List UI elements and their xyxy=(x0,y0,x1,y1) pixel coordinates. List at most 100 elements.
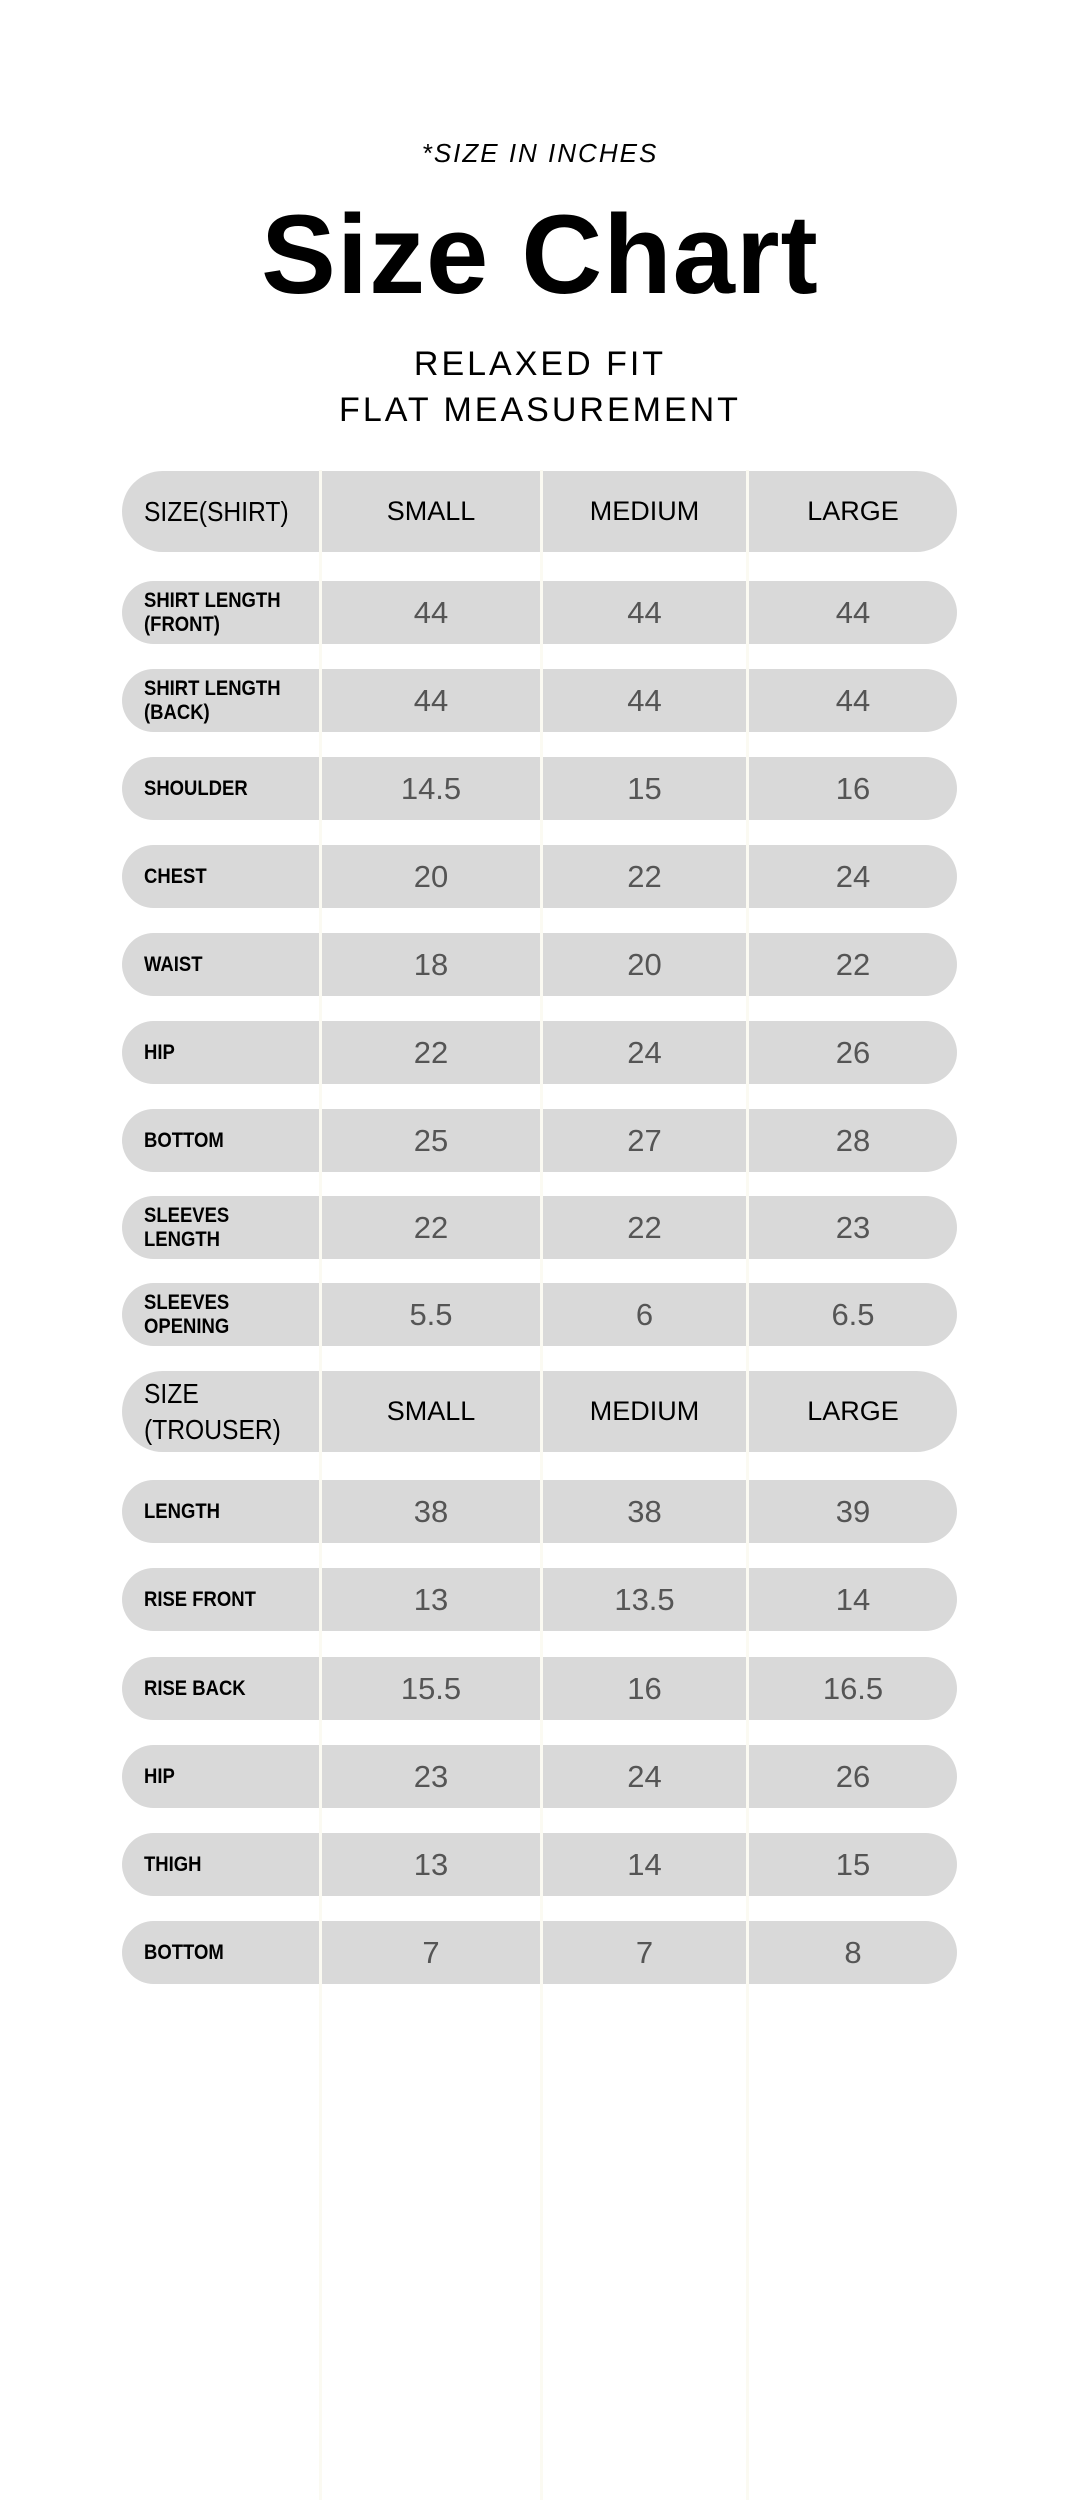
measurement-value: 26 xyxy=(749,1745,957,1808)
measurement-label: RISE FRONT xyxy=(144,1587,256,1611)
measurement-value: 16.5 xyxy=(749,1657,957,1720)
measurement-label-cell: SLEEVES LENGTH xyxy=(122,1196,319,1259)
units-note: *SIZE IN INCHES xyxy=(421,138,659,168)
measurement-label-cell: SHOULDER xyxy=(122,757,319,820)
column-divider xyxy=(746,470,749,2500)
shirt-table-row: HIP 22 24 26 xyxy=(122,1021,957,1084)
measurement-value: 44 xyxy=(749,581,957,644)
header-size-cell: SIZE(SHIRT) xyxy=(122,471,319,552)
measurement-label: SHOULDER xyxy=(144,776,248,800)
trouser-table-row: BOTTOM 7 7 8 xyxy=(122,1921,957,1984)
measurement-subtitle: FLAT MEASUREMENT xyxy=(339,391,741,429)
measurement-label-cell: HIP xyxy=(122,1745,319,1808)
measurement-label: CHEST xyxy=(144,864,207,888)
measurement-value: 44 xyxy=(322,669,540,732)
measurement-value: 6 xyxy=(543,1283,746,1346)
page-title: Size Chart xyxy=(261,192,819,317)
measurement-value: 22 xyxy=(543,1196,746,1259)
measurement-value: 24 xyxy=(543,1745,746,1808)
measurement-value: 44 xyxy=(749,669,957,732)
measurement-value: 14 xyxy=(543,1833,746,1896)
measurement-label: SLEEVES OPENING xyxy=(144,1290,230,1338)
measurement-value: 23 xyxy=(749,1196,957,1259)
measurement-value: 7 xyxy=(543,1921,746,1984)
shirt-header-row: SIZE(SHIRT) SMALL MEDIUM LARGE xyxy=(122,471,957,552)
shirt-table-row: SHOULDER 14.5 15 16 xyxy=(122,757,957,820)
trouser-table-row: THIGH 13 14 15 xyxy=(122,1833,957,1896)
measurement-label-cell: RISE FRONT xyxy=(122,1568,319,1631)
measurement-label-cell: CHEST xyxy=(122,845,319,908)
measurement-value: 24 xyxy=(749,845,957,908)
measurement-value: 22 xyxy=(749,933,957,996)
measurement-label: WAIST xyxy=(144,952,203,976)
measurement-value: 22 xyxy=(322,1196,540,1259)
shirt-table-row: WAIST 18 20 22 xyxy=(122,933,957,996)
measurement-value: 18 xyxy=(322,933,540,996)
measurement-value: 22 xyxy=(543,845,746,908)
size-column-header: MEDIUM xyxy=(543,471,746,552)
measurement-value: 23 xyxy=(322,1745,540,1808)
measurement-value: 44 xyxy=(543,669,746,732)
measurement-value: 8 xyxy=(749,1921,957,1984)
measurement-value: 16 xyxy=(749,757,957,820)
trouser-table-row: RISE FRONT 13 13.5 14 xyxy=(122,1568,957,1631)
size-column-header: SMALL xyxy=(322,471,540,552)
shirt-table-row: SLEEVES LENGTH 22 22 23 xyxy=(122,1196,957,1259)
measurement-label: LENGTH xyxy=(144,1499,220,1523)
measurement-label-cell: WAIST xyxy=(122,933,319,996)
size-column-header: LARGE xyxy=(749,1371,957,1452)
fit-subtitle: RELAXED FIT xyxy=(413,345,667,383)
measurement-value: 6.5 xyxy=(749,1283,957,1346)
measurement-value: 14 xyxy=(749,1568,957,1631)
measurement-value: 13 xyxy=(322,1833,540,1896)
trouser-header-row: SIZE (TROUSER) SMALL MEDIUM LARGE xyxy=(122,1371,957,1452)
measurement-label-cell: THIGH xyxy=(122,1833,319,1896)
measurement-label: HIP xyxy=(144,1764,175,1788)
measurement-value: 39 xyxy=(749,1480,957,1543)
measurement-value: 22 xyxy=(322,1021,540,1084)
measurement-label: BOTTOM xyxy=(144,1940,224,1964)
measurement-value: 38 xyxy=(322,1480,540,1543)
measurement-label-cell: RISE BACK xyxy=(122,1657,319,1720)
trouser-table-row: HIP 23 24 26 xyxy=(122,1745,957,1808)
measurement-label-cell: SHIRT LENGTH (BACK) xyxy=(122,669,319,732)
measurement-value: 15 xyxy=(543,757,746,820)
measurement-label: SHIRT LENGTH (FRONT) xyxy=(144,588,281,636)
measurement-value: 27 xyxy=(543,1109,746,1172)
measurement-label-cell: SHIRT LENGTH (FRONT) xyxy=(122,581,319,644)
shirt-table-row: BOTTOM 25 27 28 xyxy=(122,1109,957,1172)
measurement-label-cell: SLEEVES OPENING xyxy=(122,1283,319,1346)
measurement-value: 13.5 xyxy=(543,1568,746,1631)
trouser-table-row: LENGTH 38 38 39 xyxy=(122,1480,957,1543)
size-column-header: MEDIUM xyxy=(543,1371,746,1452)
measurement-value: 38 xyxy=(543,1480,746,1543)
measurement-value: 44 xyxy=(543,581,746,644)
measurement-value: 15 xyxy=(749,1833,957,1896)
shirt-table-row: CHEST 20 22 24 xyxy=(122,845,957,908)
column-divider xyxy=(540,470,543,2500)
measurement-value: 44 xyxy=(322,581,540,644)
trouser-table-row: RISE BACK 15.5 16 16.5 xyxy=(122,1657,957,1720)
shirt-table-row: SHIRT LENGTH (BACK) 44 44 44 xyxy=(122,669,957,732)
measurement-label: RISE BACK xyxy=(144,1676,246,1700)
measurement-label-cell: BOTTOM xyxy=(122,1109,319,1172)
measurement-label: SHIRT LENGTH (BACK) xyxy=(144,676,281,724)
size-column-header: SMALL xyxy=(322,1371,540,1452)
measurement-value: 25 xyxy=(322,1109,540,1172)
header-size-cell: SIZE (TROUSER) xyxy=(122,1371,319,1452)
measurement-value: 20 xyxy=(322,845,540,908)
measurement-value: 28 xyxy=(749,1109,957,1172)
measurement-label-cell: HIP xyxy=(122,1021,319,1084)
measurement-value: 7 xyxy=(322,1921,540,1984)
size-header-label: SIZE(SHIRT) xyxy=(144,495,289,527)
shirt-table-row: SLEEVES OPENING 5.5 6 6.5 xyxy=(122,1283,957,1346)
shirt-table-row: SHIRT LENGTH (FRONT) 44 44 44 xyxy=(122,581,957,644)
measurement-label: HIP xyxy=(144,1040,175,1064)
column-divider xyxy=(319,470,322,2500)
size-header-label: SIZE (TROUSER) xyxy=(144,1377,281,1445)
measurement-value: 24 xyxy=(543,1021,746,1084)
measurement-label: SLEEVES LENGTH xyxy=(144,1203,230,1251)
measurement-value: 16 xyxy=(543,1657,746,1720)
measurement-value: 14.5 xyxy=(322,757,540,820)
measurement-label-cell: BOTTOM xyxy=(122,1921,319,1984)
